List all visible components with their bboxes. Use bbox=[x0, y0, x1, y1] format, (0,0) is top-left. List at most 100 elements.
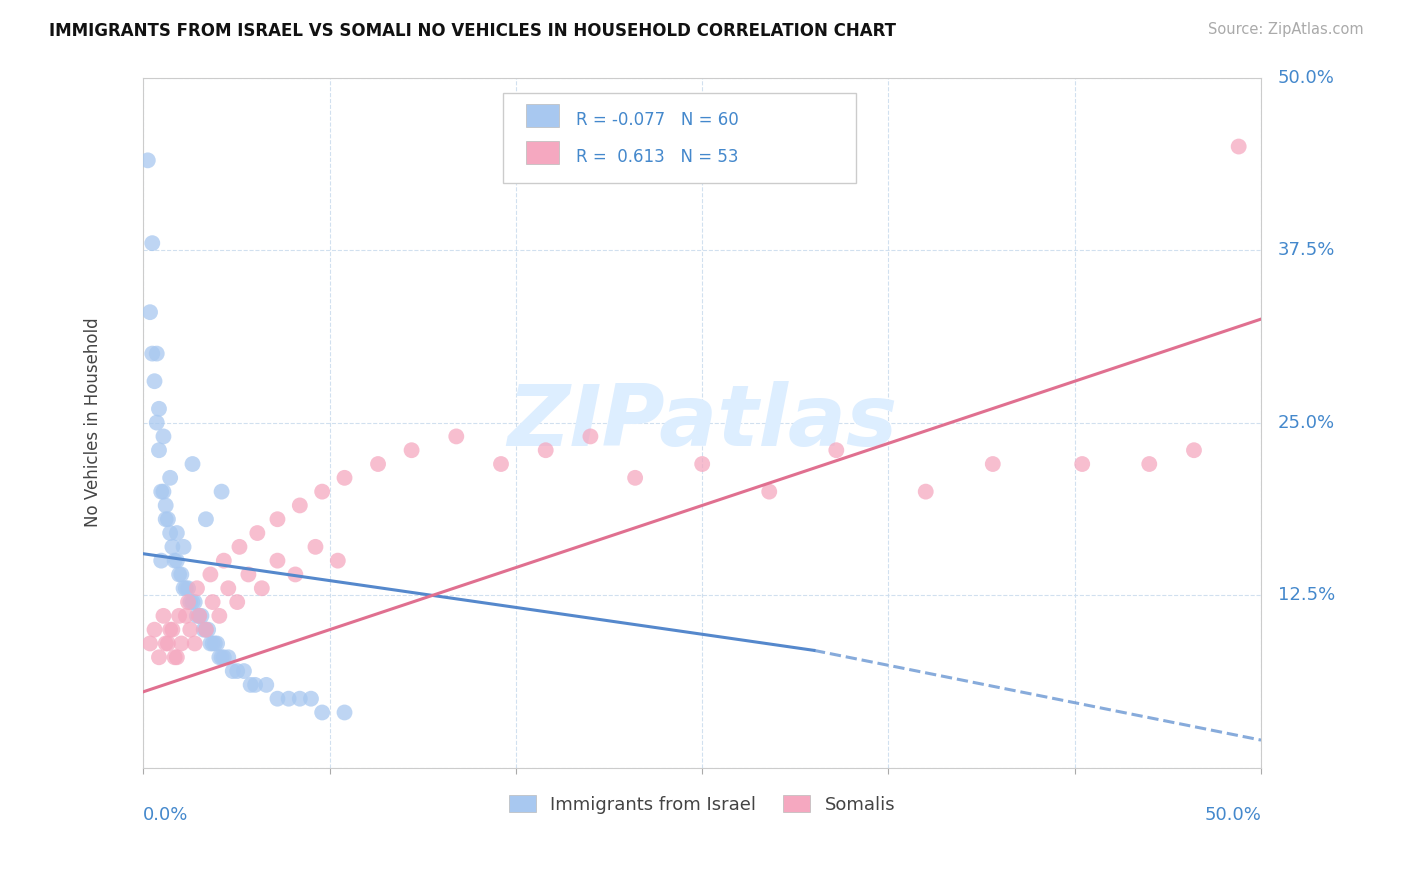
Point bbox=[194, 512, 217, 526]
Point bbox=[159, 471, 181, 485]
Point bbox=[201, 595, 224, 609]
Point bbox=[150, 484, 173, 499]
Point bbox=[190, 608, 212, 623]
Point bbox=[156, 512, 179, 526]
FancyBboxPatch shape bbox=[526, 141, 560, 163]
Point bbox=[226, 595, 249, 609]
Point bbox=[163, 554, 186, 568]
Point bbox=[159, 623, 181, 637]
Point bbox=[184, 595, 207, 609]
Point bbox=[212, 554, 235, 568]
Point bbox=[150, 554, 173, 568]
Point bbox=[222, 664, 245, 678]
Point bbox=[141, 236, 163, 251]
Point bbox=[208, 650, 231, 665]
Point bbox=[333, 471, 356, 485]
Point bbox=[170, 636, 193, 650]
Point bbox=[579, 429, 602, 443]
Point bbox=[326, 554, 349, 568]
Point bbox=[217, 581, 239, 595]
Point bbox=[139, 636, 162, 650]
Point bbox=[288, 499, 311, 513]
Point bbox=[228, 540, 250, 554]
Point bbox=[163, 650, 186, 665]
Point bbox=[201, 636, 224, 650]
Point bbox=[197, 623, 219, 637]
Point bbox=[145, 416, 167, 430]
Point bbox=[690, 457, 713, 471]
Point bbox=[205, 636, 228, 650]
Point bbox=[181, 457, 204, 471]
Point bbox=[624, 471, 647, 485]
Point bbox=[174, 608, 197, 623]
Point bbox=[188, 608, 211, 623]
Point bbox=[173, 581, 195, 595]
Point bbox=[148, 443, 170, 458]
Point bbox=[212, 650, 235, 665]
Point bbox=[299, 691, 322, 706]
Point bbox=[208, 608, 231, 623]
Point bbox=[152, 608, 174, 623]
Point bbox=[141, 346, 163, 360]
Point bbox=[139, 305, 162, 319]
Text: 50.0%: 50.0% bbox=[1278, 69, 1334, 87]
Point bbox=[401, 443, 423, 458]
Point bbox=[914, 484, 936, 499]
Text: IMMIGRANTS FROM ISRAEL VS SOMALI NO VEHICLES IN HOUSEHOLD CORRELATION CHART: IMMIGRANTS FROM ISRAEL VS SOMALI NO VEHI… bbox=[49, 22, 896, 40]
Point bbox=[184, 636, 207, 650]
Point bbox=[159, 526, 181, 541]
Point bbox=[177, 581, 200, 595]
Point bbox=[311, 706, 333, 720]
Point bbox=[333, 706, 356, 720]
Point bbox=[266, 691, 288, 706]
Point bbox=[170, 567, 193, 582]
Point bbox=[304, 540, 326, 554]
Text: 12.5%: 12.5% bbox=[1278, 586, 1336, 604]
Point bbox=[981, 457, 1004, 471]
Point bbox=[200, 636, 222, 650]
Point bbox=[1227, 139, 1250, 153]
Point bbox=[204, 636, 226, 650]
Point bbox=[194, 623, 217, 637]
FancyBboxPatch shape bbox=[503, 93, 856, 183]
Point bbox=[211, 484, 233, 499]
Point bbox=[179, 623, 201, 637]
Point bbox=[166, 554, 188, 568]
Point bbox=[155, 512, 177, 526]
Text: 50.0%: 50.0% bbox=[1204, 805, 1261, 823]
Text: 0.0%: 0.0% bbox=[143, 805, 188, 823]
Point bbox=[446, 429, 468, 443]
Point bbox=[174, 581, 197, 595]
Point bbox=[148, 401, 170, 416]
Point bbox=[162, 623, 184, 637]
Point bbox=[266, 512, 288, 526]
Point bbox=[136, 153, 159, 168]
Point bbox=[179, 595, 201, 609]
Point bbox=[277, 691, 299, 706]
Point bbox=[194, 623, 217, 637]
FancyBboxPatch shape bbox=[526, 104, 560, 127]
Point bbox=[162, 540, 184, 554]
Point bbox=[284, 567, 307, 582]
Point bbox=[250, 581, 273, 595]
Text: No Vehicles in Household: No Vehicles in Household bbox=[84, 318, 103, 527]
Point bbox=[166, 650, 188, 665]
Point bbox=[232, 664, 254, 678]
Point bbox=[254, 678, 277, 692]
Point bbox=[193, 623, 215, 637]
Point bbox=[156, 636, 179, 650]
Text: 25.0%: 25.0% bbox=[1278, 414, 1334, 432]
Point bbox=[166, 526, 188, 541]
Point bbox=[152, 429, 174, 443]
Point bbox=[226, 664, 249, 678]
Point bbox=[534, 443, 557, 458]
Legend: Immigrants from Israel, Somalis: Immigrants from Israel, Somalis bbox=[502, 788, 903, 821]
Point bbox=[186, 581, 208, 595]
Point bbox=[155, 636, 177, 650]
Point bbox=[266, 554, 288, 568]
Point bbox=[1182, 443, 1205, 458]
Point bbox=[758, 484, 780, 499]
Point bbox=[825, 443, 848, 458]
Point bbox=[148, 650, 170, 665]
Text: 37.5%: 37.5% bbox=[1278, 241, 1336, 259]
